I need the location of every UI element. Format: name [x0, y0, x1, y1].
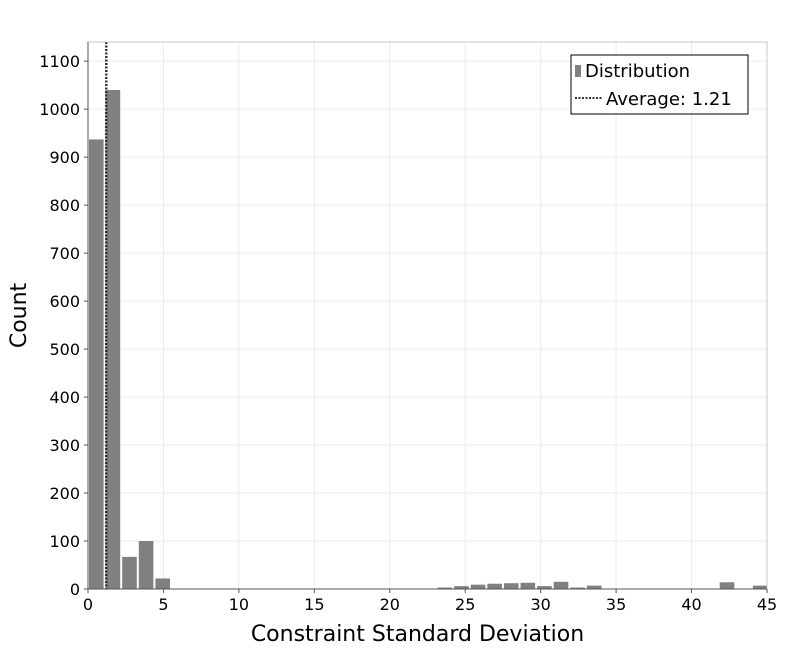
histogram-bar — [553, 581, 569, 589]
y-tick-label: 800 — [49, 196, 80, 215]
x-tick-label: 5 — [158, 595, 168, 614]
x-tick-label: 20 — [380, 595, 400, 614]
grid — [88, 42, 767, 589]
histogram-bar — [105, 89, 121, 589]
y-tick-label: 900 — [49, 148, 80, 167]
y-tick-label: 700 — [49, 244, 80, 263]
histogram-bar — [122, 556, 137, 589]
y-axis-label: Count — [7, 282, 32, 348]
legend: Distribution Average: 1.21 — [570, 54, 749, 115]
histogram-bar — [752, 585, 768, 589]
x-axis-label: Constraint Standard Deviation — [251, 622, 584, 647]
legend-swatch-distribution — [575, 65, 581, 77]
y-tick-label: 0 — [70, 580, 80, 599]
histogram-bar — [719, 582, 735, 589]
histogram-bar — [586, 585, 602, 589]
y-tick-label: 100 — [49, 532, 80, 551]
histogram-bar — [454, 586, 469, 589]
y-tick-label: 200 — [49, 484, 80, 503]
histogram-bar — [155, 578, 170, 589]
histogram-bar — [570, 587, 585, 589]
x-tick-label: 0 — [83, 595, 93, 614]
y-tick-label: 300 — [49, 436, 80, 455]
bars — [89, 89, 768, 589]
histogram-bar — [487, 583, 502, 589]
y-axis-ticks: 0 100 200 300 400 500 600 700 800 900 1000 1100 — [39, 52, 88, 599]
x-tick-label: 25 — [455, 595, 475, 614]
y-tick-label: 1000 — [39, 100, 80, 119]
histogram-bar — [537, 586, 552, 589]
x-tick-label: 40 — [681, 595, 701, 614]
x-axis-ticks: 0 5 10 15 20 25 30 35 40 45 — [83, 589, 777, 614]
histogram-bar — [470, 584, 486, 589]
y-tick-label: 1100 — [39, 52, 80, 71]
histogram-bar — [138, 541, 154, 589]
y-tick-label: 400 — [49, 388, 80, 407]
x-tick-label: 10 — [229, 595, 249, 614]
plot-frame — [87, 41, 768, 590]
x-tick-label: 45 — [757, 595, 777, 614]
x-tick-label: 30 — [530, 595, 550, 614]
histogram-bar — [503, 583, 519, 589]
x-tick-label: 15 — [304, 595, 324, 614]
histogram-bar — [520, 582, 536, 589]
legend-box — [570, 54, 749, 115]
histogram-bar — [437, 587, 453, 589]
x-tick-label: 35 — [606, 595, 626, 614]
histogram-bar — [89, 139, 104, 589]
y-tick-label: 500 — [49, 340, 80, 359]
legend-label-distribution: Distribution — [585, 61, 690, 82]
y-tick-label: 600 — [49, 292, 80, 311]
legend-label-average: Average: 1.21 — [606, 89, 732, 110]
